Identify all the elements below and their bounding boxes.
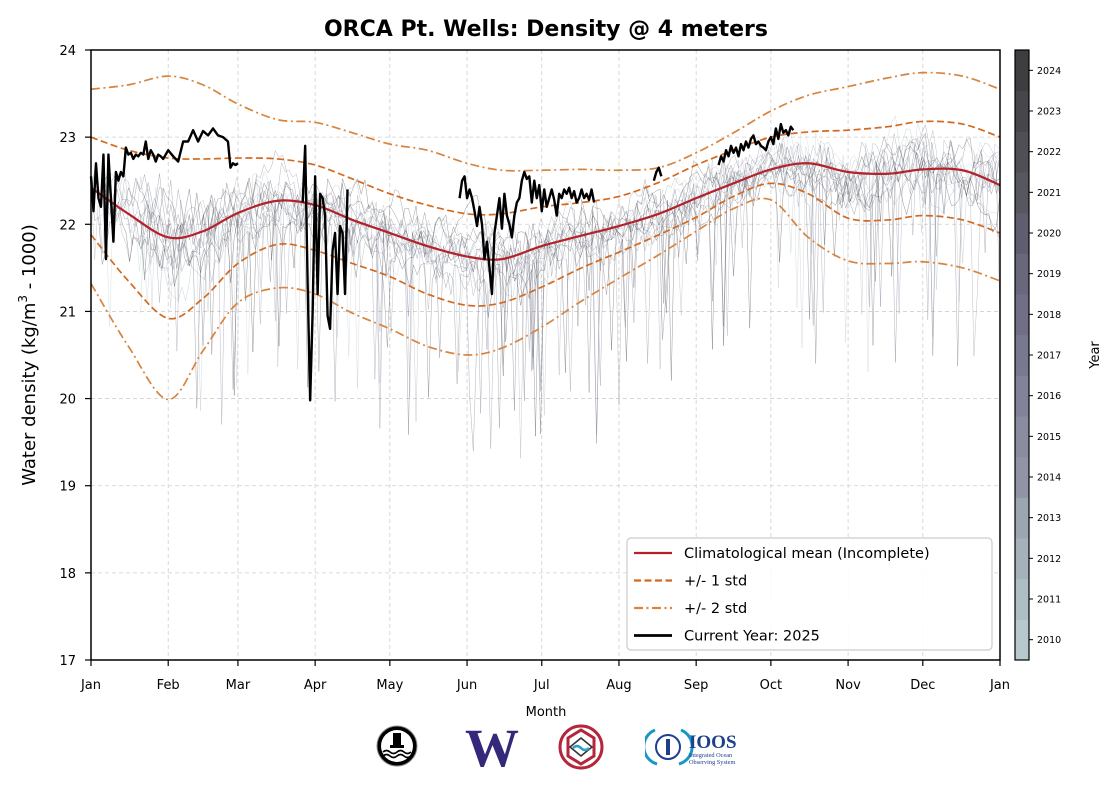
historical-year-line xyxy=(103,156,1001,396)
colorbar-swatch xyxy=(1015,497,1029,539)
colorbar-tick-label: 2017 xyxy=(1037,351,1061,362)
y-axis: 17 18 19 20 21 22 23 24 xyxy=(59,44,91,669)
historical-year-line xyxy=(140,123,1001,429)
historical-year-line xyxy=(103,142,1001,435)
x-tick-label: Jan xyxy=(989,678,1010,693)
colorbar-swatch xyxy=(1015,334,1029,376)
x-tick-label: Dec xyxy=(910,678,935,693)
historical-year-line xyxy=(90,133,999,449)
colorbar-tick-label: 2013 xyxy=(1037,513,1061,524)
colorbar-swatch xyxy=(1015,416,1029,458)
x-axis-label: Month xyxy=(526,705,567,720)
colorbar-swatch xyxy=(1015,172,1029,214)
colorbar-tick-label: 2011 xyxy=(1037,595,1061,606)
x-tick-label: Jan xyxy=(80,678,101,693)
logo-bar: W IOOS Integrated Ocean Observing System xyxy=(370,724,760,774)
colorbar-swatch xyxy=(1015,456,1029,498)
colorbar-swatch xyxy=(1015,131,1029,173)
historical-year-lines xyxy=(90,115,1001,459)
current-year-segment xyxy=(301,144,349,402)
y-tick-label: 17 xyxy=(59,654,76,669)
x-tick-label: Sep xyxy=(684,678,709,693)
svg-text:IOOS: IOOS xyxy=(689,732,737,753)
colorbar-tick-label: 2020 xyxy=(1037,229,1061,240)
x-axis: Jan Feb Mar Apr May Jun Jul Aug Sep Oct Nov Dec Jan xyxy=(80,660,1010,693)
legend-label: +/- 1 std xyxy=(684,574,747,590)
colorbar-swatch xyxy=(1015,253,1029,295)
colorbar-swatch xyxy=(1015,375,1029,417)
colorbar-swatch xyxy=(1015,90,1029,132)
colorbar-swatch xyxy=(1015,619,1029,661)
historical-year-line xyxy=(103,135,1001,435)
historical-year-line xyxy=(90,138,999,435)
orca-buoy-logo xyxy=(376,725,418,767)
legend-label: +/- 2 std xyxy=(684,601,747,617)
legend-label: Current Year: 2025 xyxy=(684,629,820,645)
ioos-logo: IOOS Integrated Ocean Observing System xyxy=(645,728,737,766)
current-year-segment xyxy=(89,127,239,261)
x-tick-label: Aug xyxy=(606,678,631,693)
plot-frame xyxy=(90,49,1001,661)
legend-label: Climatological mean (Incomplete) xyxy=(684,546,930,562)
historical-year-line xyxy=(140,132,1001,381)
colorbar-tick-label: 2022 xyxy=(1037,147,1061,158)
legend-box xyxy=(626,537,993,651)
colorbar-tick-label: 2014 xyxy=(1037,473,1061,484)
x-tick-label: Apr xyxy=(304,678,327,693)
colorbar-swatch xyxy=(1015,578,1029,620)
colorbar-swatch xyxy=(1015,50,1029,92)
climatological-mean-line xyxy=(90,162,1001,261)
colorbar-tick-label: 2018 xyxy=(1037,310,1061,321)
colorbar-tick-label: 2019 xyxy=(1037,269,1061,280)
uw-logo: W xyxy=(465,724,519,770)
y-tick-label: 18 xyxy=(59,567,76,582)
svg-text:Integrated Ocean: Integrated Ocean xyxy=(689,752,733,759)
x-tick-label: Mar xyxy=(226,678,251,693)
svg-text:Observing System: Observing System xyxy=(689,759,735,766)
y-axis-label: Water density (kg/m3 - 1000) xyxy=(16,224,40,486)
colorbar-tick-label: 2023 xyxy=(1037,107,1061,118)
x-tick-label: Oct xyxy=(760,678,782,693)
current-year-segment xyxy=(458,170,596,296)
x-tick-label: Feb xyxy=(157,678,180,693)
current-year-line xyxy=(89,122,795,402)
colorbar-swatch xyxy=(1015,212,1029,254)
legend: Climatological mean (Incomplete) +/- 1 st… xyxy=(626,537,993,651)
colorbar-tick-label: 2016 xyxy=(1037,391,1061,402)
y-tick-label: 21 xyxy=(59,305,76,320)
current-year-segment xyxy=(717,122,795,166)
y-tick-label: 24 xyxy=(59,44,76,59)
two-std-line xyxy=(90,71,1001,172)
one-std-line xyxy=(90,182,1001,320)
colorbar-tick-label: 2015 xyxy=(1037,432,1061,443)
svg-text:W: W xyxy=(465,724,519,770)
historical-year-line xyxy=(90,128,1000,386)
nanoos-logo xyxy=(558,724,604,770)
x-tick-label: Nov xyxy=(835,678,861,693)
colorbar-tick-label: 2021 xyxy=(1037,188,1061,199)
x-tick-label: May xyxy=(376,678,403,693)
y-tick-label: 20 xyxy=(59,393,76,408)
y-tick-label: 19 xyxy=(59,480,76,495)
current-year-segment xyxy=(652,166,663,182)
y-tick-label: 23 xyxy=(59,131,76,146)
colorbar-tick-label: 2010 xyxy=(1037,635,1061,646)
colorbar-tick-label: 2012 xyxy=(1037,554,1061,565)
colorbar: 2010 2011 2012 2013 2014 2015 2016 2017 2018 2019… xyxy=(1014,49,1061,661)
colorbar-swatch xyxy=(1015,538,1029,580)
chart-title: ORCA Pt. Wells: Density @ 4 meters xyxy=(324,17,768,42)
colorbar-frame xyxy=(1014,49,1030,661)
y-tick-label: 22 xyxy=(59,218,76,233)
historical-year-line xyxy=(140,130,1001,376)
colorbar-swatch xyxy=(1015,294,1029,336)
colorbar-label: Year xyxy=(1088,341,1103,370)
colorbar-tick-label: 2024 xyxy=(1037,66,1061,77)
x-tick-label: Jun xyxy=(456,678,477,693)
x-tick-label: Jul xyxy=(533,678,550,693)
